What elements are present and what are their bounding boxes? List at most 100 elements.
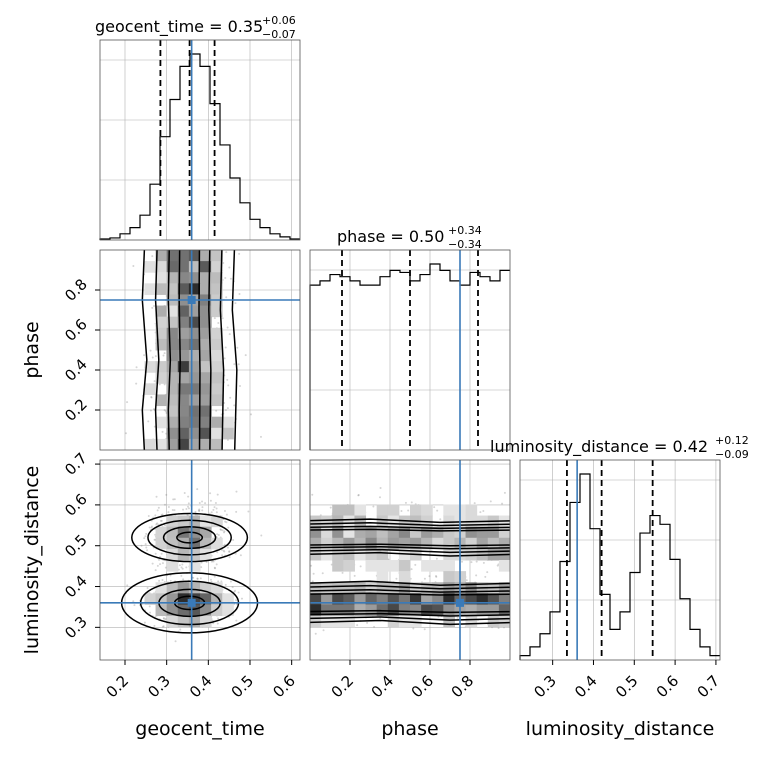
sample-point: [148, 526, 151, 529]
density-cell: [211, 582, 223, 594]
sample-point: [233, 363, 236, 366]
sample-point: [150, 525, 153, 528]
density-cell: [188, 350, 201, 362]
density-cell: [410, 604, 422, 617]
sample-point: [217, 321, 220, 324]
sample-point: [235, 599, 238, 602]
density-cell: [200, 261, 212, 273]
density-cell: [354, 582, 367, 594]
density-cell: [211, 427, 223, 440]
density-cell: [476, 593, 489, 605]
sample-point: [311, 493, 314, 496]
density-cell: [354, 537, 367, 550]
sample-point: [205, 560, 208, 563]
contour-line: [141, 250, 238, 450]
contour-line: [310, 518, 510, 557]
sample-point: [156, 564, 159, 567]
sample-point: [212, 560, 215, 563]
sample-point: [151, 306, 154, 309]
density-cell: [332, 582, 344, 594]
density-cell: [376, 593, 389, 605]
density-cell: [332, 604, 344, 617]
density-cell: [476, 537, 489, 550]
density-cell: [188, 316, 201, 329]
density-cell: [498, 526, 510, 539]
density-cell: [211, 250, 223, 262]
density-cell: [177, 515, 190, 528]
sample-point: [225, 521, 228, 524]
x-tick-label: 0.7: [694, 672, 724, 702]
sample-point: [173, 509, 176, 512]
title-geocent-time-sub: −0.07: [262, 28, 296, 41]
title-phase: phase = 0.50: [337, 227, 444, 246]
density-cell: [332, 560, 344, 572]
sample-point: [161, 430, 164, 433]
density-cell: [155, 316, 168, 329]
sample-point: [213, 575, 216, 578]
density-cell: [177, 250, 190, 262]
sample-point: [210, 560, 213, 563]
xlabel-luminosity-distance: luminosity_distance: [526, 718, 715, 740]
sample-point: [159, 563, 162, 566]
sample-point: [225, 296, 228, 299]
contour-line: [162, 526, 217, 550]
panel-frame: [99, 249, 301, 451]
sample-point: [162, 354, 165, 357]
sample-point: [162, 617, 165, 620]
density-cell: [376, 571, 389, 583]
sample-point: [233, 590, 236, 593]
density-cell: [387, 515, 400, 528]
density-cell: [387, 537, 400, 550]
density-cell: [365, 582, 378, 594]
sample-point: [198, 510, 201, 513]
density-cell: [211, 305, 223, 318]
density-cell: [465, 593, 478, 605]
sample-point: [497, 626, 500, 629]
sample-point: [163, 503, 166, 506]
sample-point: [475, 560, 478, 563]
density-cell: [200, 361, 212, 373]
sample-point: [185, 566, 188, 569]
density-cell: [177, 261, 190, 273]
density-cell: [166, 383, 179, 395]
density-cell: [155, 438, 168, 450]
sample-point: [164, 618, 167, 621]
density-cell: [211, 327, 223, 340]
sample-point: [169, 574, 172, 577]
sample-point: [180, 566, 183, 569]
density-cell: [321, 548, 333, 561]
panel-geocent-time-vs-luminosity-distance: [99, 459, 301, 661]
contour-line: [310, 584, 510, 621]
sample-point: [164, 410, 167, 413]
title-luminosity-distance: luminosity_distance = 0.42: [490, 437, 708, 457]
density-cell: [398, 593, 411, 605]
sample-point: [163, 409, 166, 412]
x-tick-label: 0.8: [448, 672, 478, 702]
density-cell: [465, 548, 478, 561]
sample-point: [187, 507, 190, 510]
density-cell: [410, 504, 422, 517]
truth-marker: [456, 598, 464, 607]
density-cell: [332, 526, 344, 539]
sample-point: [496, 564, 499, 567]
density-cell: [211, 383, 223, 395]
density-cell: [310, 537, 322, 550]
sample-point: [410, 501, 413, 504]
sample-point: [132, 265, 135, 267]
sample-point: [221, 554, 224, 557]
sample-point: [404, 501, 407, 504]
sample-point: [479, 511, 482, 514]
sample-point: [185, 507, 188, 510]
density-cell: [177, 316, 190, 329]
sample-point: [235, 490, 238, 493]
title-geocent-time: geocent_time = 0.35: [95, 17, 263, 37]
density-cell: [177, 615, 190, 628]
hist-panel-luminosity-distance: [519, 459, 721, 661]
sample-point: [213, 317, 216, 320]
sample-point: [423, 577, 426, 580]
x-tick-label: 0.2: [103, 672, 133, 702]
sample-point: [356, 624, 359, 627]
density-cell: [166, 405, 179, 418]
density-cell: [443, 548, 455, 561]
sample-point: [436, 509, 439, 512]
